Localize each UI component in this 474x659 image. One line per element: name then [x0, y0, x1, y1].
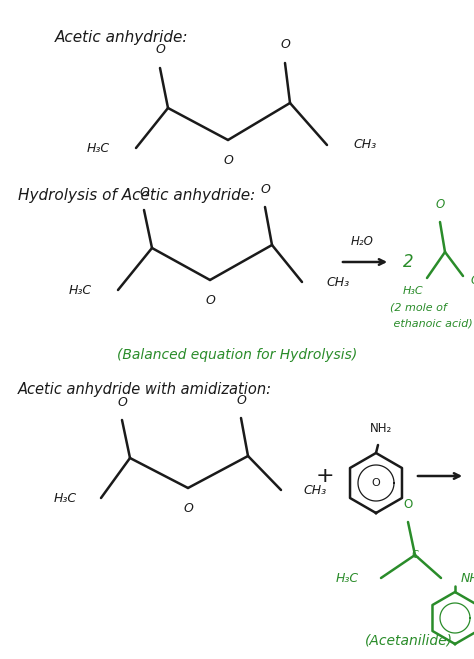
- Text: O: O: [260, 183, 270, 196]
- Text: CH₃: CH₃: [353, 138, 376, 152]
- Text: (Acetanilide): (Acetanilide): [365, 633, 453, 647]
- Text: H₃C: H₃C: [54, 492, 77, 505]
- Text: NH₂: NH₂: [370, 422, 392, 435]
- Text: Acetic anhydride with amidization:: Acetic anhydride with amidization:: [18, 382, 272, 397]
- Text: O: O: [372, 478, 380, 488]
- Text: +: +: [316, 466, 334, 486]
- Text: 2: 2: [403, 253, 414, 271]
- Text: H₂O: H₂O: [351, 235, 374, 248]
- Text: ethanoic acid): ethanoic acid): [390, 318, 473, 328]
- Text: O: O: [139, 186, 149, 199]
- Text: (2 mole of: (2 mole of: [390, 302, 447, 312]
- Text: (Balanced equation for Hydrolysis): (Balanced equation for Hydrolysis): [117, 348, 357, 362]
- Text: O: O: [403, 498, 413, 511]
- Text: O: O: [155, 43, 165, 56]
- Text: NH: NH: [461, 571, 474, 585]
- Text: CH₃: CH₃: [326, 275, 349, 289]
- Text: O: O: [236, 394, 246, 407]
- Text: H₃C: H₃C: [402, 286, 423, 296]
- Text: H₃C: H₃C: [69, 283, 92, 297]
- Text: O: O: [223, 154, 233, 167]
- Text: OH: OH: [471, 273, 474, 287]
- Text: O: O: [280, 38, 290, 51]
- Text: Acetic anhydride:: Acetic anhydride:: [55, 30, 189, 45]
- Text: H₃C: H₃C: [87, 142, 110, 154]
- Text: O: O: [117, 396, 127, 409]
- Text: O: O: [183, 502, 193, 515]
- Text: CH₃: CH₃: [303, 484, 326, 496]
- Text: O: O: [205, 294, 215, 307]
- Text: Hydrolysis of Acetic anhydride:: Hydrolysis of Acetic anhydride:: [18, 188, 255, 203]
- Text: H₃C: H₃C: [336, 571, 359, 585]
- Text: O: O: [436, 198, 445, 211]
- Text: C: C: [411, 550, 419, 560]
